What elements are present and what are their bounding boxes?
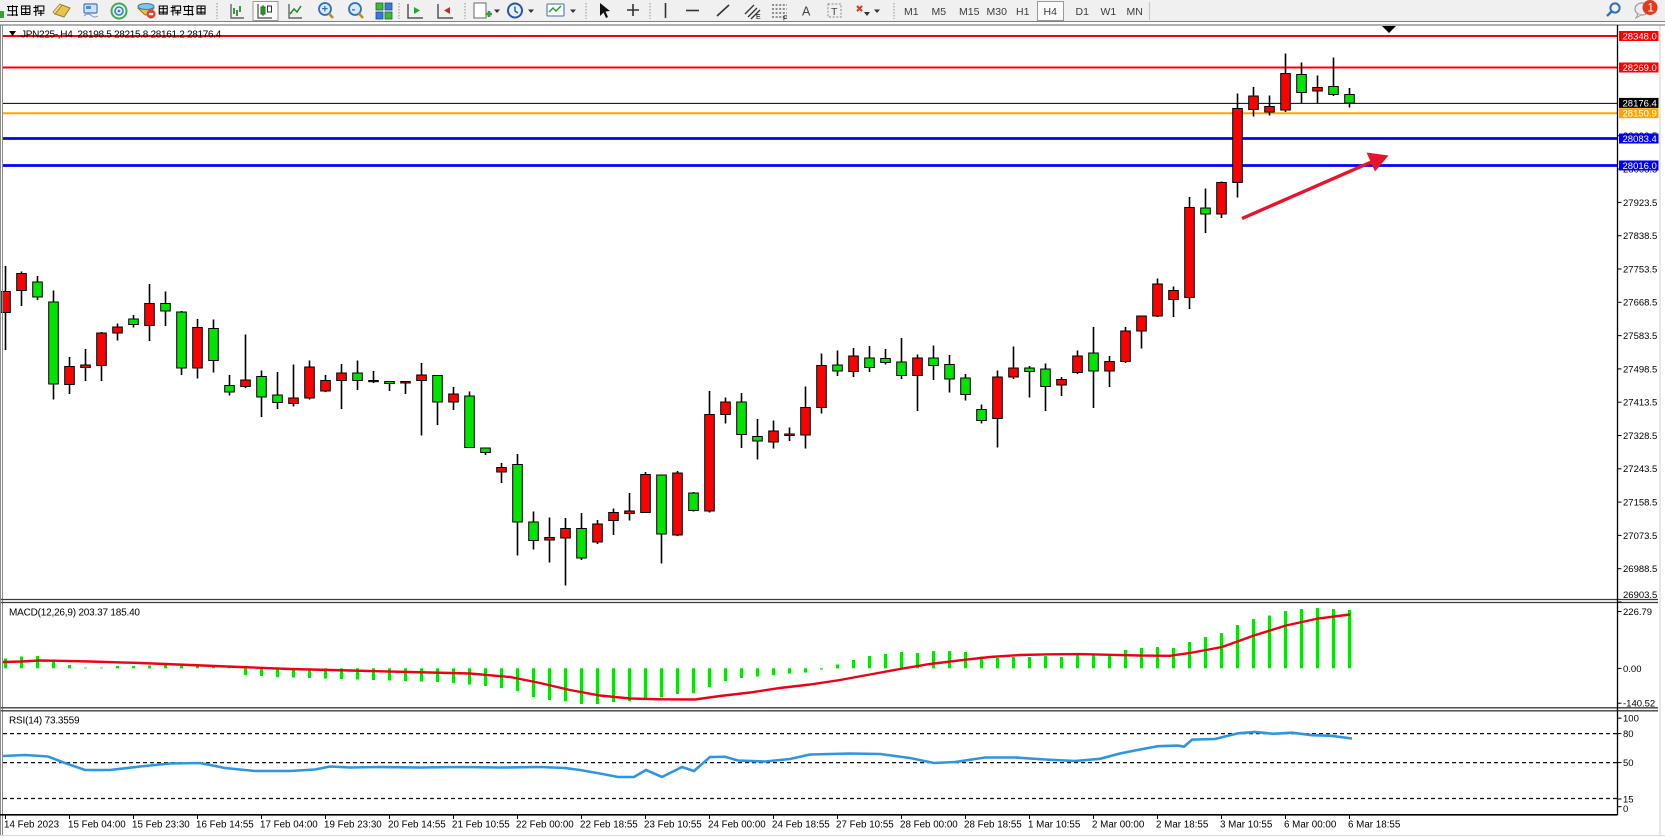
svg-text:27923.5: 27923.5 <box>1623 198 1657 209</box>
svg-text:24 Feb 00:00: 24 Feb 00:00 <box>708 820 766 831</box>
svg-text:28016.0: 28016.0 <box>1623 161 1657 172</box>
svg-text:27498.5: 27498.5 <box>1623 364 1657 375</box>
svg-text:-: - <box>352 4 356 16</box>
svg-text:27668.5: 27668.5 <box>1623 298 1657 309</box>
svg-text:27753.5: 27753.5 <box>1623 264 1657 275</box>
svg-text:E: E <box>756 14 761 21</box>
svg-text:17 Feb 04:00: 17 Feb 04:00 <box>260 820 318 831</box>
svg-text:27158.5: 27158.5 <box>1623 498 1657 509</box>
svg-text:28176.4: 28176.4 <box>1623 98 1657 109</box>
svg-text:2 Mar 00:00: 2 Mar 00:00 <box>1092 820 1145 831</box>
svg-text:27583.5: 27583.5 <box>1623 331 1657 342</box>
svg-text:15: 15 <box>1623 794 1634 805</box>
svg-text:T: T <box>831 6 838 18</box>
svg-text:15 Feb 04:00: 15 Feb 04:00 <box>68 820 126 831</box>
svg-text:1: 1 <box>1648 3 1654 15</box>
svg-text:27 Feb 10:55: 27 Feb 10:55 <box>836 820 894 831</box>
svg-text:-140.52: -140.52 <box>1623 699 1655 710</box>
svg-text:14 Feb 2023: 14 Feb 2023 <box>4 820 60 831</box>
svg-text:100: 100 <box>1623 714 1639 725</box>
svg-text:M15: M15 <box>959 6 980 18</box>
svg-text:26988.5: 26988.5 <box>1623 564 1657 575</box>
svg-text:1 Mar 10:55: 1 Mar 10:55 <box>1028 820 1081 831</box>
svg-text:2 Mar 18:55: 2 Mar 18:55 <box>1156 820 1209 831</box>
svg-text:28083.4: 28083.4 <box>1623 134 1657 145</box>
svg-text:0.00: 0.00 <box>1623 664 1642 675</box>
svg-text:22 Feb 00:00: 22 Feb 00:00 <box>516 820 574 831</box>
svg-text:50: 50 <box>1623 758 1634 769</box>
svg-text:27073.5: 27073.5 <box>1623 531 1657 542</box>
svg-text:H4: H4 <box>1044 6 1058 18</box>
svg-text:6 Mar 00:00: 6 Mar 00:00 <box>1284 820 1337 831</box>
svg-text:MACD(12,26,9) 203.37 185.40: MACD(12,26,9) 203.37 185.40 <box>9 608 140 619</box>
svg-text:27838.5: 27838.5 <box>1623 231 1657 242</box>
svg-text:26903.5: 26903.5 <box>1623 590 1657 601</box>
svg-text:226.79: 226.79 <box>1623 607 1652 618</box>
svg-text:M30: M30 <box>987 6 1008 18</box>
svg-text:27413.5: 27413.5 <box>1623 398 1657 409</box>
svg-text:M5: M5 <box>932 6 947 18</box>
svg-text:22 Feb 18:55: 22 Feb 18:55 <box>580 820 638 831</box>
svg-text:MN: MN <box>1127 6 1143 18</box>
svg-text:6 Mar 18:55: 6 Mar 18:55 <box>1348 820 1401 831</box>
svg-text:27243.5: 27243.5 <box>1623 464 1657 475</box>
svg-text:24 Feb 18:55: 24 Feb 18:55 <box>772 820 830 831</box>
svg-text:28348.0: 28348.0 <box>1623 32 1657 43</box>
svg-text:16 Feb 14:55: 16 Feb 14:55 <box>196 820 254 831</box>
svg-text:A: A <box>802 5 811 19</box>
svg-text:JPN225-,H4 28198.5 28215.8 28: JPN225-,H4 28198.5 28215.8 28161.2 28176… <box>21 29 222 40</box>
svg-text:28 Feb 18:55: 28 Feb 18:55 <box>964 820 1022 831</box>
svg-text:20 Feb 14:55: 20 Feb 14:55 <box>388 820 446 831</box>
svg-text:21 Feb 10:55: 21 Feb 10:55 <box>452 820 510 831</box>
svg-text:D1: D1 <box>1076 6 1090 18</box>
svg-text:80: 80 <box>1623 729 1634 740</box>
svg-text:19 Feb 23:30: 19 Feb 23:30 <box>324 820 382 831</box>
svg-text:28 Feb 00:00: 28 Feb 00:00 <box>900 820 958 831</box>
svg-text:3 Mar 10:55: 3 Mar 10:55 <box>1220 820 1273 831</box>
svg-text:28150.9: 28150.9 <box>1623 109 1657 120</box>
svg-text:H1: H1 <box>1016 6 1030 18</box>
svg-text:28269.0: 28269.0 <box>1623 63 1657 74</box>
svg-text:RSI(14) 73.3559: RSI(14) 73.3559 <box>9 716 80 727</box>
svg-text:M1: M1 <box>904 6 919 18</box>
svg-text:0: 0 <box>1623 804 1628 815</box>
svg-text:W1: W1 <box>1101 6 1117 18</box>
svg-text:27328.5: 27328.5 <box>1623 431 1657 442</box>
svg-text:F: F <box>783 16 787 23</box>
svg-text:+: + <box>322 4 328 16</box>
svg-text:15 Feb 23:30: 15 Feb 23:30 <box>132 820 190 831</box>
svg-text:23 Feb 10:55: 23 Feb 10:55 <box>644 820 702 831</box>
